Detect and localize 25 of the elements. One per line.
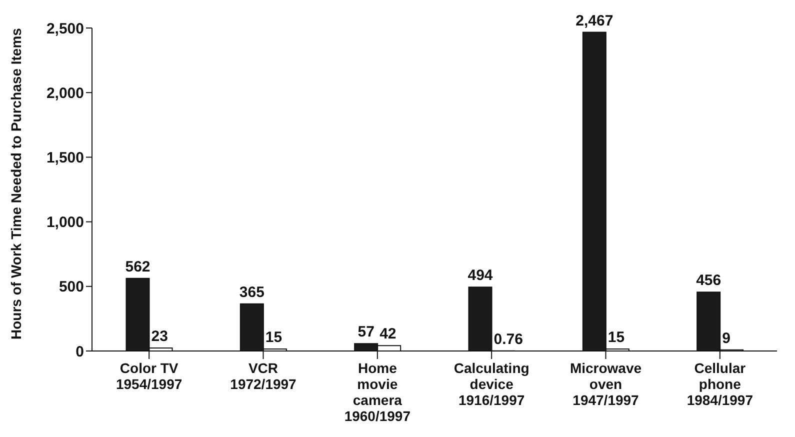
y-tick-label: 500 [58,278,84,296]
x-tick-label: Microwave oven 1947/1997 [570,360,642,408]
data-label: 0.76 [494,330,523,348]
y-tick-label: 0 [76,343,84,360]
data-label: 2,467 [576,12,614,30]
x-tick-label: Calculating device 1916/1997 [454,360,530,408]
data-label: 494 [468,267,494,284]
x-tick-label: Home movie camera 1960/1997 [344,360,411,424]
y-tick-label: 1,500 [46,150,84,167]
data-label: 15 [608,329,625,346]
data-label: 365 [239,284,264,301]
data-label: 562 [125,258,150,276]
data-label: 9 [722,330,730,347]
x-tick-label: VCR 1972/1997 [230,360,297,392]
x-tick-label: Color TV 1954/1997 [116,360,182,392]
x-tick-label: Cellular phone 1984/1997 [686,360,754,408]
y-tick-label: 2,000 [46,84,84,102]
data-label: 456 [696,272,722,290]
data-label: 15 [265,329,282,346]
data-label: 23 [151,328,168,346]
data-label: 42 [380,326,396,343]
y-axis-title: Hours of Work Time Needed to Purchase Items [8,28,24,340]
data-label: 57 [358,324,374,341]
y-tick-label: 1,000 [46,214,84,232]
y-tick-label: 2,500 [46,20,84,38]
